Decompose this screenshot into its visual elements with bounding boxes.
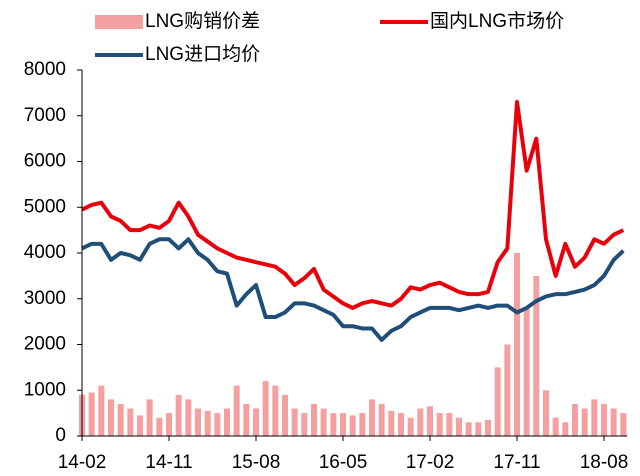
bar — [601, 403, 607, 436]
y-tick-label: 1000 — [24, 379, 66, 400]
bar — [581, 408, 588, 436]
bar — [562, 422, 569, 436]
bar — [359, 413, 366, 436]
bar — [494, 367, 501, 436]
y-tick-label: 3000 — [24, 288, 66, 309]
bar — [427, 406, 433, 436]
bar — [591, 399, 598, 436]
bar — [156, 417, 163, 436]
bar — [195, 408, 201, 436]
bar — [543, 390, 549, 436]
bar — [369, 399, 375, 436]
bar — [378, 403, 385, 436]
bar — [185, 399, 192, 436]
bar — [610, 408, 617, 436]
bar — [301, 413, 308, 436]
bar — [98, 385, 105, 436]
y-tick-label: 5000 — [24, 196, 66, 217]
x-tick-label: 14-02 — [58, 452, 107, 473]
bar — [407, 417, 414, 436]
x-tick-label: 18-08 — [580, 452, 629, 473]
line — [81, 100, 625, 310]
bar — [88, 392, 95, 436]
bar — [166, 413, 172, 436]
x-tick-label: 16-05 — [319, 452, 368, 473]
x-tick-label: 17-11 — [493, 452, 540, 473]
bar — [233, 385, 240, 436]
bar — [572, 403, 578, 436]
bar — [291, 408, 298, 436]
line — [81, 237, 625, 342]
bar — [175, 394, 182, 436]
bar — [204, 410, 211, 436]
x-tick-label: 14-11 — [145, 452, 192, 473]
y-tick-label: 2000 — [24, 334, 66, 355]
bar — [146, 399, 153, 436]
bar — [137, 415, 143, 436]
bar — [330, 413, 337, 436]
bar — [214, 413, 221, 436]
bar — [340, 413, 346, 436]
bar — [504, 344, 511, 436]
y-tick-label: 6000 — [24, 151, 66, 172]
x-tick-label: 15-08 — [232, 452, 281, 473]
y-tick-label: 0 — [55, 425, 66, 446]
bar — [320, 408, 327, 436]
legend-label: LNG进口均价 — [145, 43, 260, 65]
y-tick-label: 4000 — [24, 242, 66, 263]
y-tick-label: 8000 — [24, 59, 66, 80]
bar — [282, 394, 288, 436]
y-tick-label: 7000 — [24, 105, 66, 126]
bar — [417, 408, 424, 436]
bar — [552, 417, 559, 436]
legend-label: 国内LNG市场价 — [430, 10, 564, 32]
bar — [456, 417, 462, 436]
bar — [311, 403, 317, 436]
legend-swatch — [95, 15, 143, 29]
bar — [485, 419, 491, 436]
bar — [620, 413, 627, 436]
bar — [224, 408, 230, 436]
bar — [253, 408, 259, 436]
bar — [436, 413, 443, 436]
bar — [243, 403, 250, 436]
bar — [117, 403, 124, 436]
bar — [514, 253, 520, 436]
bar — [349, 415, 356, 436]
legend-label: LNG购销价差 — [145, 10, 260, 32]
x-tick-label: 17-02 — [406, 452, 455, 473]
bar — [523, 307, 530, 436]
bar — [388, 410, 395, 436]
bar — [127, 408, 134, 436]
bar — [108, 399, 114, 436]
bar — [262, 381, 269, 436]
bar — [272, 385, 279, 436]
bar — [398, 413, 404, 436]
bar — [446, 413, 453, 436]
bar — [465, 422, 472, 436]
bar — [533, 275, 540, 436]
bar — [475, 422, 482, 436]
